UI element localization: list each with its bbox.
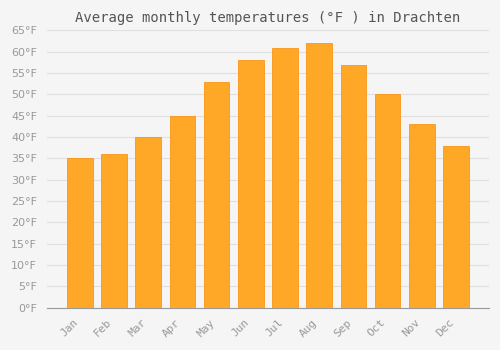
Bar [136,137,161,308]
Bar [170,116,195,308]
Bar [443,146,469,308]
Bar [409,124,434,308]
Bar [340,65,366,308]
Bar [272,48,298,308]
Bar [101,154,127,308]
Bar [306,43,332,308]
Bar [374,94,400,308]
Bar [67,159,92,308]
Bar [238,60,264,308]
Title: Average monthly temperatures (°F ) in Drachten: Average monthly temperatures (°F ) in Dr… [75,11,460,25]
Bar [204,82,230,308]
